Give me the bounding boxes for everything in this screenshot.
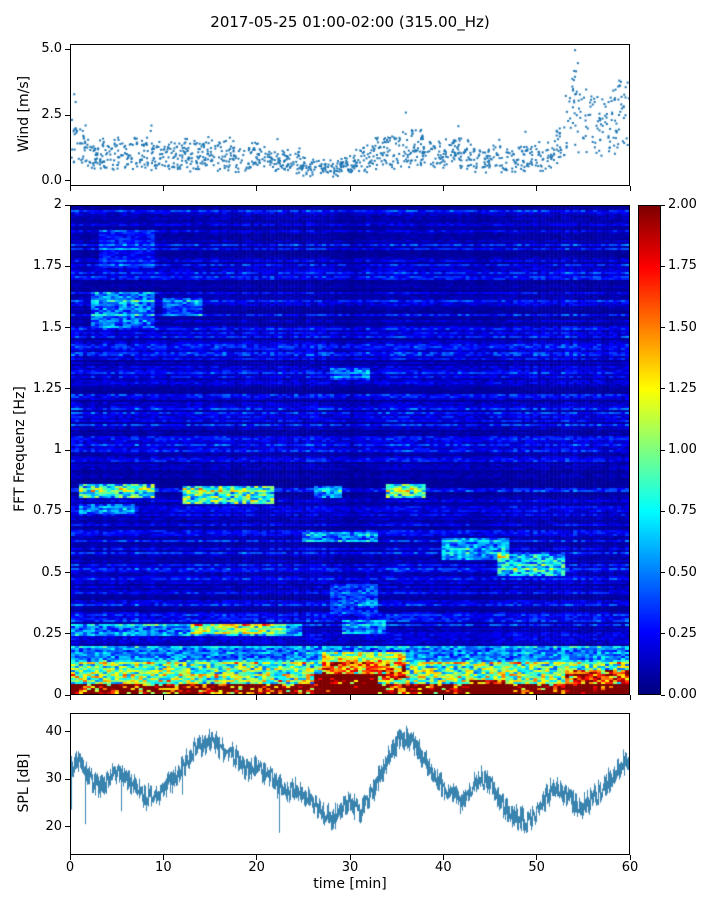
- x-tick-mark: [69, 695, 71, 700]
- y-tick-mark: [65, 633, 70, 635]
- y-tick-label: 5.0: [41, 41, 62, 57]
- y-tick-mark: [65, 778, 70, 780]
- x-tick-mark: [629, 695, 631, 700]
- x-tick-mark: [536, 186, 538, 191]
- x-tick-mark: [69, 855, 71, 860]
- y-tick-label: 2.5: [41, 107, 62, 122]
- y-tick-label: 1.25: [33, 380, 62, 396]
- colorbar-tick-label: 1.00: [668, 442, 697, 457]
- x-tick-mark: [536, 855, 538, 860]
- colorbar-tick-label: 0.00: [668, 687, 697, 702]
- y-tick-label: 30: [45, 771, 62, 787]
- chart-title: 2017-05-25 01:00-02:00 (315.00_Hz): [210, 13, 490, 31]
- x-tick-mark: [442, 186, 444, 191]
- colorbar-tick-mark: [661, 694, 665, 696]
- colorbar-tick-label: 1.50: [668, 319, 697, 335]
- colorbar-tick-label: 1.25: [668, 380, 697, 396]
- y-tick-label: 20: [45, 818, 62, 834]
- x-tick-label: 10: [155, 860, 172, 875]
- x-tick-mark: [349, 855, 351, 860]
- y-tick-mark: [65, 731, 70, 733]
- x-tick-mark: [349, 695, 351, 700]
- x-tick-label: 50: [528, 860, 545, 875]
- colorbar-tick-label: 2.00: [668, 197, 697, 212]
- x-tick-mark: [256, 855, 258, 860]
- y-tick-label: 1.5: [41, 319, 62, 335]
- colorbar-canvas: [639, 206, 660, 694]
- x-tick-mark: [162, 855, 164, 860]
- x-tick-mark: [69, 186, 71, 191]
- spl-line-canvas: [71, 714, 629, 854]
- y-tick-label: 0.25: [33, 625, 62, 641]
- y-tick-label: 0.5: [41, 564, 62, 580]
- x-tick-mark: [442, 855, 444, 860]
- colorbar-tick-mark: [661, 327, 665, 328]
- y-tick-mark: [65, 327, 70, 328]
- y-tick-label: 0.75: [33, 503, 62, 519]
- x-tick-mark: [256, 695, 258, 700]
- y-tick-label: 40: [45, 723, 62, 739]
- y-tick-mark: [65, 826, 70, 828]
- colorbar: [638, 205, 661, 695]
- y-tick-label: 1: [53, 442, 62, 457]
- colorbar-tick-label: 0.75: [668, 503, 697, 519]
- x-tick-mark: [162, 186, 164, 191]
- colorbar-tick-mark: [661, 204, 665, 206]
- y-tick-label: 0: [53, 687, 62, 702]
- x-tick-label: 30: [341, 860, 359, 875]
- colorbar-tick-mark: [661, 572, 665, 573]
- y-tick-mark: [65, 510, 70, 512]
- x-tick-mark: [349, 186, 351, 191]
- colorbar-tick-label: 0.25: [668, 625, 697, 641]
- x-tick-mark: [629, 855, 631, 860]
- y-tick-label: 2: [53, 197, 62, 212]
- x-tick-label: 60: [621, 860, 639, 875]
- y-tick-mark: [65, 48, 70, 50]
- y-tick-mark: [65, 265, 70, 267]
- x-tick-mark: [629, 186, 631, 191]
- colorbar-tick-mark: [661, 265, 665, 267]
- x-tick-mark: [162, 695, 164, 700]
- colorbar-tick-mark: [661, 449, 665, 451]
- y-tick-label: 0.0: [41, 172, 62, 188]
- y-tick-mark: [65, 114, 70, 116]
- spl-line-panel: [70, 713, 630, 855]
- y-tick-mark: [65, 204, 70, 206]
- colorbar-tick-label: 1.75: [668, 258, 697, 274]
- y-tick-mark: [65, 388, 70, 390]
- x-tick-mark: [256, 186, 258, 191]
- y-tick-mark: [65, 449, 70, 451]
- y-tick-mark: [65, 180, 70, 182]
- y-tick-label: 1.75: [33, 258, 62, 274]
- x-tick-label: 0: [65, 860, 75, 875]
- colorbar-tick-mark: [661, 633, 665, 635]
- y-tick-mark: [65, 694, 70, 696]
- x-tick-mark: [442, 695, 444, 700]
- wind-scatter-canvas: [71, 45, 629, 185]
- y-tick-mark: [65, 572, 70, 573]
- spectrogram-canvas: [71, 206, 629, 694]
- wind-scatter-panel: [70, 44, 630, 186]
- spectrogram-panel: [70, 205, 630, 695]
- x-tick-mark: [536, 695, 538, 700]
- x-axis-label: time [min]: [313, 876, 387, 892]
- x-tick-label: 40: [435, 860, 452, 875]
- colorbar-tick-mark: [661, 388, 665, 390]
- colorbar-tick-mark: [661, 510, 665, 512]
- x-tick-label: 20: [248, 860, 265, 875]
- colorbar-tick-label: 0.50: [668, 564, 697, 580]
